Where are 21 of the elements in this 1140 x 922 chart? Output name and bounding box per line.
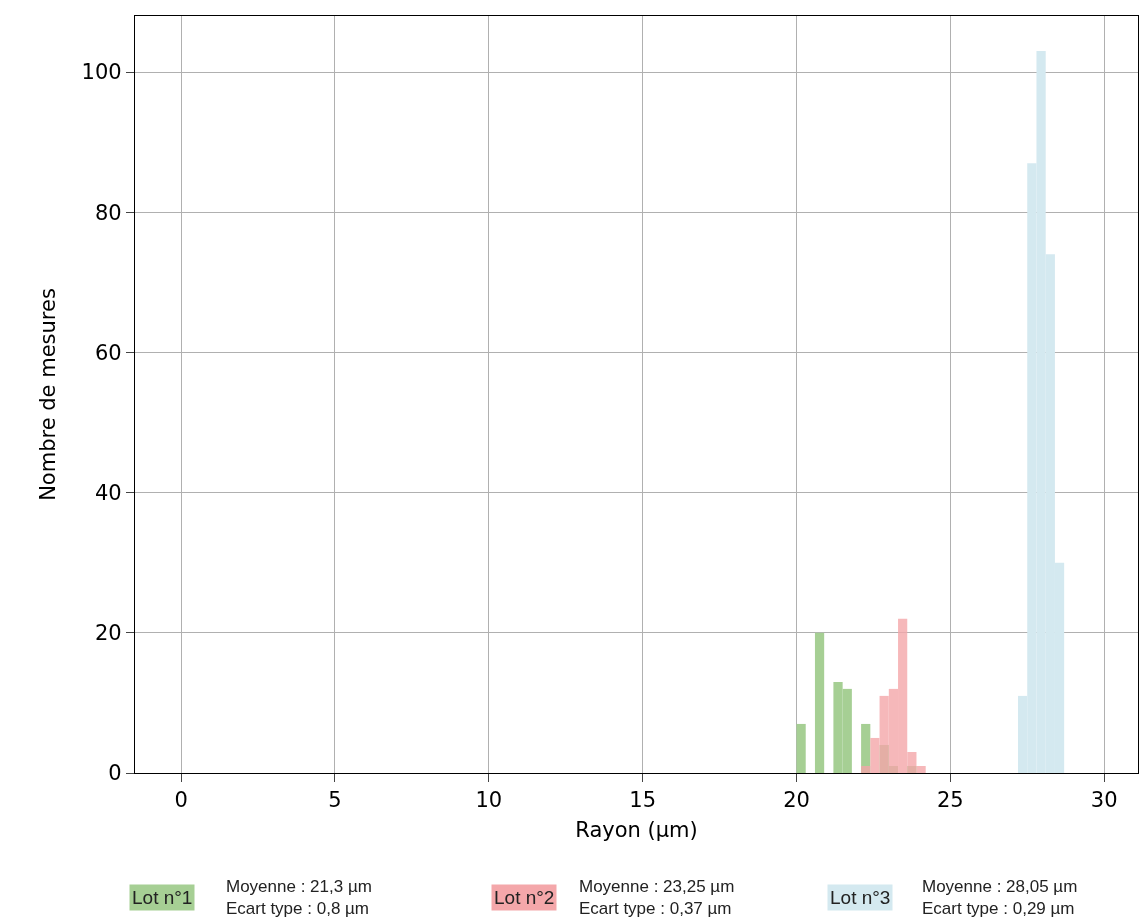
y-tick-label: 0: [108, 761, 122, 786]
text: Moyenne : 23,25 µm Ecart type : 0,37 µm: [579, 877, 735, 919]
y-axis-title: Nombre de mesures: [35, 288, 60, 501]
y-tick-label: 100: [81, 60, 122, 85]
y-tick-label: 60: [94, 340, 122, 365]
x-tick-label: 20: [783, 788, 810, 813]
x-tick-label: 10: [475, 788, 503, 813]
text: Lot n°1: [132, 887, 193, 908]
x-tick-label: 25: [936, 788, 964, 813]
x-tick-label: 15: [629, 788, 657, 813]
text: Moyenne : 21,3 µm Ecart type : 0,8 µm: [226, 877, 372, 919]
y-tick-label: 40: [94, 480, 122, 505]
x-tick-label: 30: [1090, 788, 1118, 813]
text: Moyenne : 28,05 µm Ecart type : 0,29 µm: [922, 877, 1078, 919]
y-tick-label: 80: [94, 200, 122, 225]
text: Lot n°3: [830, 887, 891, 908]
x-tick-label: 5: [328, 788, 342, 813]
x-axis-title: Rayon (µm): [575, 817, 698, 842]
x-tick-label: 0: [174, 788, 188, 813]
y-tick-label: 20: [94, 621, 122, 646]
text: Lot n°2: [494, 887, 555, 908]
